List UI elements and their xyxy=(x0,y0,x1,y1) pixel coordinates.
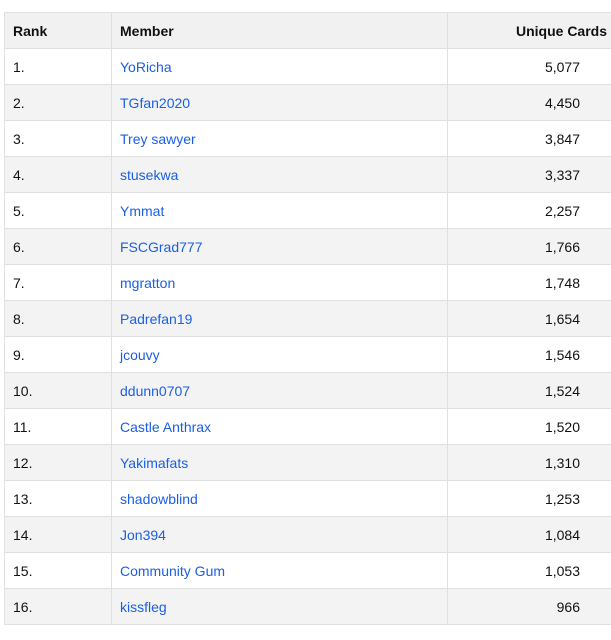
member-header[interactable]: Member xyxy=(111,12,448,49)
table-row: 9. jcouvy 1,546 xyxy=(4,336,611,373)
rank-cell: 14. xyxy=(4,516,112,553)
member-cell: Ymmat xyxy=(111,192,448,229)
member-link[interactable]: FSCGrad777 xyxy=(120,238,203,255)
table-row: 5. Ymmat 2,257 xyxy=(4,192,611,229)
table-row: 16. kissfleg 966 xyxy=(4,588,611,625)
unique-cards-cell: 5,077 xyxy=(447,48,611,85)
unique-cards-cell: 1,084 xyxy=(447,516,611,553)
rank-cell: 5. xyxy=(4,192,112,229)
member-cell: jcouvy xyxy=(111,336,448,373)
table-row: 11. Castle Anthrax 1,520 xyxy=(4,408,611,445)
unique-cards-cell: 1,253 xyxy=(447,480,611,517)
table-row: 7. mgratton 1,748 xyxy=(4,264,611,301)
rank-cell: 3. xyxy=(4,120,112,157)
member-cell: TGfan2020 xyxy=(111,84,448,121)
member-link[interactable]: Ymmat xyxy=(120,202,165,219)
member-link[interactable]: mgratton xyxy=(120,274,176,291)
unique-cards-cell: 1,520 xyxy=(447,408,611,445)
unique-cards-cell: 3,337 xyxy=(447,156,611,193)
unique-cards-cell: 2,257 xyxy=(447,192,611,229)
member-link[interactable]: ddunn0707 xyxy=(120,382,191,399)
member-link[interactable]: TGfan2020 xyxy=(120,94,191,111)
rank-cell: 16. xyxy=(4,588,112,625)
table-row: 13. shadowblind 1,253 xyxy=(4,480,611,517)
rank-cell: 1. xyxy=(4,48,112,85)
member-cell: YoRicha xyxy=(111,48,448,85)
member-cell: Community Gum xyxy=(111,552,448,589)
rank-header[interactable]: Rank xyxy=(4,12,112,49)
member-cell: kissfleg xyxy=(111,588,448,625)
unique-cards-cell: 1,766 xyxy=(447,228,611,265)
member-link[interactable]: kissfleg xyxy=(120,598,167,615)
member-cell: FSCGrad777 xyxy=(111,228,448,265)
member-link[interactable]: jcouvy xyxy=(120,346,160,363)
table-row: 10. ddunn0707 1,524 xyxy=(4,372,611,409)
member-cell: ddunn0707 xyxy=(111,372,448,409)
member-link[interactable]: shadowblind xyxy=(120,490,198,507)
unique-cards-cell: 1,546 xyxy=(447,336,611,373)
header-row: Rank Member Unique Cards xyxy=(4,12,611,49)
table-row: 12. Yakimafats 1,310 xyxy=(4,444,611,481)
rank-cell: 15. xyxy=(4,552,112,589)
unique-cards-cell: 1,310 xyxy=(447,444,611,481)
rank-cell: 10. xyxy=(4,372,112,409)
unique-cards-cell: 1,654 xyxy=(447,300,611,337)
unique-cards-header[interactable]: Unique Cards xyxy=(447,12,611,49)
table-row: 15. Community Gum 1,053 xyxy=(4,552,611,589)
table-row: 8. Padrefan19 1,654 xyxy=(4,300,611,337)
member-link[interactable]: Jon394 xyxy=(120,526,166,543)
rank-cell: 6. xyxy=(4,228,112,265)
member-link[interactable]: Community Gum xyxy=(120,562,226,579)
member-cell: mgratton xyxy=(111,264,448,301)
member-cell: shadowblind xyxy=(111,480,448,517)
rank-cell: 9. xyxy=(4,336,112,373)
table-row: 14. Jon394 1,084 xyxy=(4,516,611,553)
rank-cell: 8. xyxy=(4,300,112,337)
rank-cell: 4. xyxy=(4,156,112,193)
member-link[interactable]: Trey sawyer xyxy=(120,130,196,147)
table-row: 6. FSCGrad777 1,766 xyxy=(4,228,611,265)
rank-cell: 7. xyxy=(4,264,112,301)
table-row: 4. stusekwa 3,337 xyxy=(4,156,611,193)
member-link[interactable]: Castle Anthrax xyxy=(120,418,212,435)
rank-cell: 12. xyxy=(4,444,112,481)
unique-cards-cell: 4,450 xyxy=(447,84,611,121)
member-link[interactable]: Yakimafats xyxy=(120,454,189,471)
member-link[interactable]: YoRicha xyxy=(120,58,172,75)
member-cell: Castle Anthrax xyxy=(111,408,448,445)
unique-cards-cell: 1,524 xyxy=(447,372,611,409)
member-cell: Padrefan19 xyxy=(111,300,448,337)
leaderboard-table: Rank Member Unique Cards 1. YoRicha 5,077 2… xyxy=(4,12,611,625)
table-row: 3. Trey sawyer 3,847 xyxy=(4,120,611,157)
member-link[interactable]: stusekwa xyxy=(120,166,179,183)
table-row: 1. YoRicha 5,077 xyxy=(4,48,611,85)
unique-cards-cell: 3,847 xyxy=(447,120,611,157)
member-link[interactable]: Padrefan19 xyxy=(120,310,193,327)
member-cell: Trey sawyer xyxy=(111,120,448,157)
member-cell: Jon394 xyxy=(111,516,448,553)
rank-cell: 2. xyxy=(4,84,112,121)
unique-cards-cell: 1,748 xyxy=(447,264,611,301)
table-row: 2. TGfan2020 4,450 xyxy=(4,84,611,121)
rank-cell: 11. xyxy=(4,408,112,445)
member-cell: stusekwa xyxy=(111,156,448,193)
table-body: 1. YoRicha 5,077 2. TGfan2020 4,450 3. Trey saw… xyxy=(4,48,611,625)
member-cell: Yakimafats xyxy=(111,444,448,481)
unique-cards-cell: 966 xyxy=(447,588,611,625)
rank-cell: 13. xyxy=(4,480,112,517)
unique-cards-cell: 1,053 xyxy=(447,552,611,589)
